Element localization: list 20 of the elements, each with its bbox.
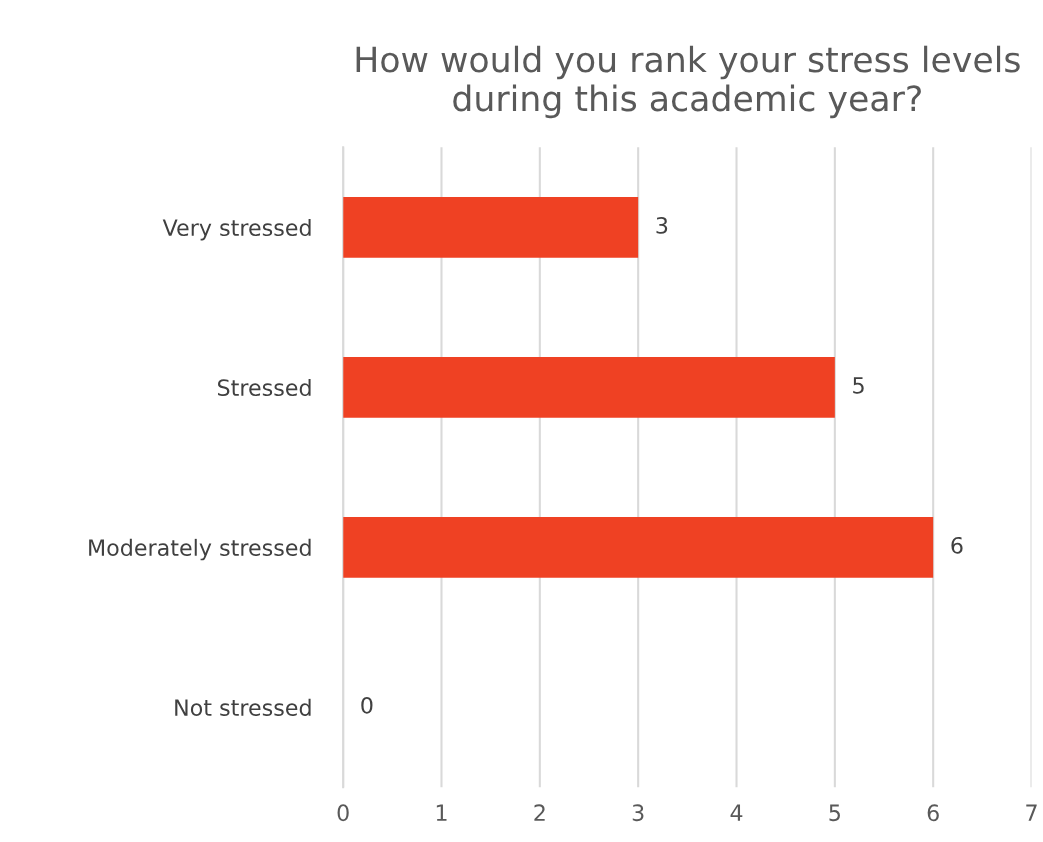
x-tick-label: 5 — [829, 804, 840, 822]
x-tick-label: 7 — [1026, 804, 1037, 821]
data-label: 0 — [361, 696, 373, 714]
y-tick-label: Stressed — [217, 378, 311, 397]
data-label: 6 — [951, 536, 963, 554]
x-tick-label: 3 — [632, 804, 644, 822]
y-tick-label: Moderately stressed — [89, 538, 311, 561]
x-tick-label: 6 — [927, 804, 939, 822]
x-tick-label: 2 — [534, 804, 545, 821]
x-tick-label: 1 — [436, 804, 447, 821]
bar — [343, 356, 835, 418]
bar — [343, 196, 639, 258]
y-tick-label: Very stressed — [162, 218, 311, 241]
y-tick-label: Not stressed — [175, 698, 311, 717]
x-tick-label: 4 — [730, 804, 743, 821]
bar — [343, 516, 934, 578]
chart-title: How would you rank your stress levels during this academic year? — [356, 45, 1020, 119]
data-label: 5 — [853, 377, 864, 394]
data-label: 3 — [656, 216, 668, 234]
x-tick-label: 0 — [337, 804, 349, 822]
